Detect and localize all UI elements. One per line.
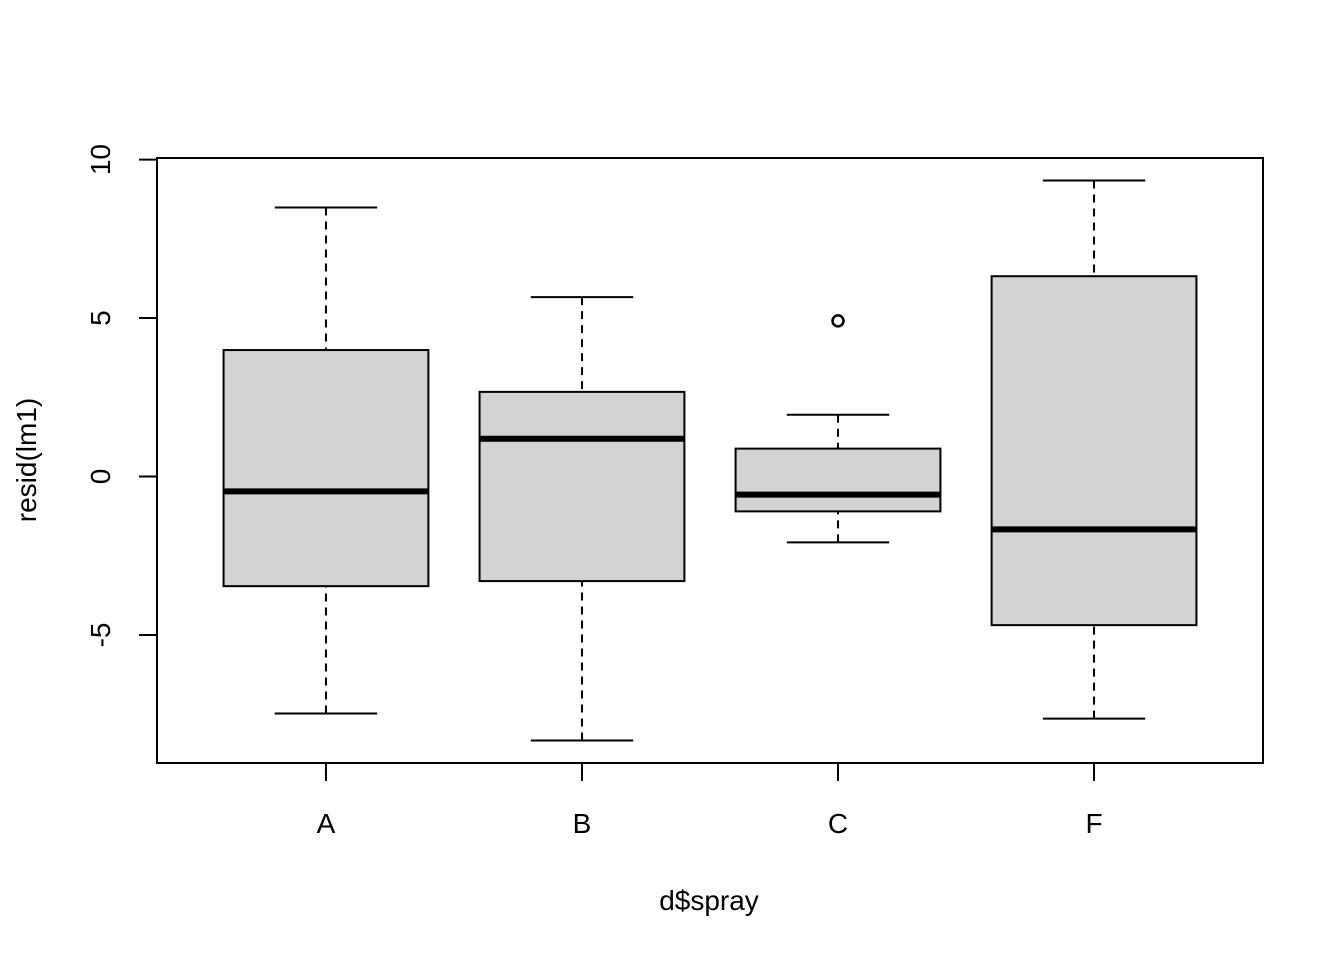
x-tick-label: C <box>828 808 848 839</box>
box <box>222 349 430 588</box>
y-tick-label: 5 <box>85 310 116 326</box>
x-tick-label: F <box>1085 808 1102 839</box>
x-tick-label: A <box>317 808 336 839</box>
y-tick-label: 10 <box>85 144 116 175</box>
plot-frame <box>156 157 1264 764</box>
box <box>734 447 942 513</box>
y-tick-label: -5 <box>85 623 116 648</box>
x-axis-label: d$spray <box>659 885 759 916</box>
y-tick-label: 0 <box>85 469 116 485</box>
box <box>478 390 686 583</box>
outlier <box>831 314 845 328</box>
y-axis-label: resid(lm1) <box>11 398 42 522</box>
box <box>990 275 1198 627</box>
x-tick-label: B <box>573 808 592 839</box>
